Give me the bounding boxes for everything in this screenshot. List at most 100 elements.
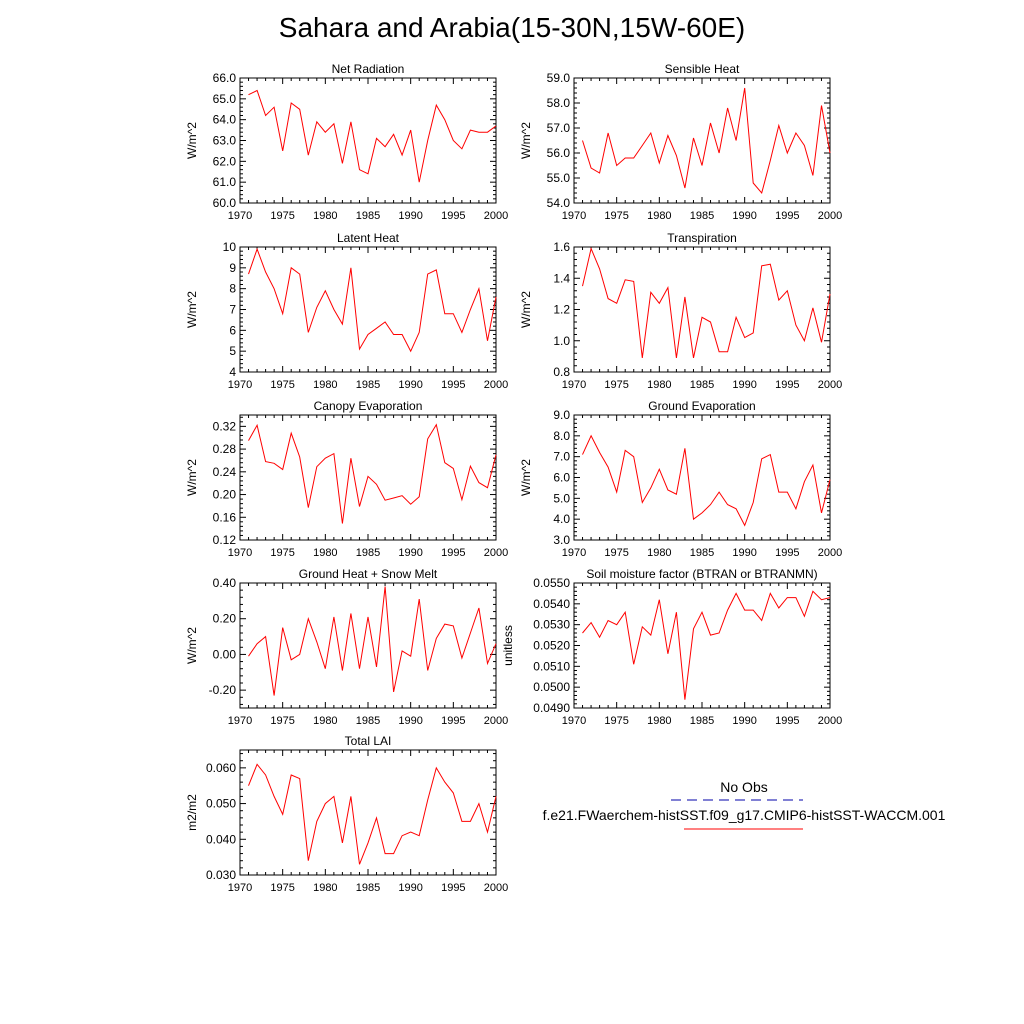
y-tick-label: 5.0 bbox=[553, 491, 570, 505]
series-line bbox=[248, 89, 497, 183]
panel-title: Net Radiation bbox=[332, 62, 405, 76]
panel-1: 1970 1975 1980 1985 1990 1995 2000 60.0 61.0 62.0… bbox=[185, 62, 508, 222]
y-tick-label: 8.0 bbox=[553, 429, 570, 443]
x-tick-label: 1985 bbox=[690, 547, 714, 559]
x-tick-label: 1990 bbox=[732, 715, 756, 727]
x-tick-label: 1975 bbox=[604, 715, 628, 727]
x-tick-label: 2000 bbox=[484, 379, 508, 391]
y-axis-label: W/m^2 bbox=[185, 122, 199, 159]
panel-9: 1970 1975 1980 1985 1990 1995 2000 0.030 0.040 0.… bbox=[185, 734, 508, 894]
x-tick-label: 1970 bbox=[228, 715, 252, 727]
y-tick-label: 7.0 bbox=[553, 450, 570, 464]
x-tick-label: 1990 bbox=[732, 547, 756, 559]
series-line bbox=[582, 246, 831, 359]
x-tick-label: 1975 bbox=[270, 547, 294, 559]
y-tick-label: 54.0 bbox=[547, 196, 571, 210]
panel-title: Ground Heat + Snow Melt bbox=[299, 567, 438, 581]
plot-frame bbox=[573, 414, 831, 541]
y-tick-label: 66.0 bbox=[213, 71, 237, 85]
plot-frame bbox=[239, 77, 497, 204]
y-tick-label: 0.0510 bbox=[533, 659, 570, 673]
y-axis-label: W/m^2 bbox=[519, 459, 533, 496]
y-axis-label: W/m^2 bbox=[185, 627, 199, 664]
y-tick-label: 59.0 bbox=[547, 71, 571, 85]
y-tick-label: 9 bbox=[229, 261, 236, 275]
x-tick-label: 1990 bbox=[398, 715, 422, 727]
series-line bbox=[582, 590, 831, 700]
y-tick-label: 0.28 bbox=[213, 442, 237, 456]
series-line bbox=[248, 423, 497, 524]
x-tick-label: 2000 bbox=[484, 715, 508, 727]
y-tick-label: 63.0 bbox=[213, 134, 237, 148]
y-tick-label: 4 bbox=[229, 365, 236, 379]
panel-6: 1970 1975 1980 1985 1990 1995 2000 3.0 4.0 5.0 6.0… bbox=[519, 399, 842, 559]
y-tick-label: 0.24 bbox=[213, 465, 237, 479]
x-tick-label: 1980 bbox=[647, 547, 671, 559]
x-tick-label: 1995 bbox=[441, 379, 465, 391]
x-tick-label: 1990 bbox=[732, 210, 756, 222]
panel-title: Sensible Heat bbox=[665, 62, 740, 76]
y-axis-label: W/m^2 bbox=[519, 291, 533, 328]
x-tick-label: 1985 bbox=[690, 715, 714, 727]
y-axis-label: W/m^2 bbox=[185, 291, 199, 328]
x-tick-label: 1975 bbox=[604, 547, 628, 559]
panel-title: Total LAI bbox=[345, 734, 392, 748]
x-tick-label: 1980 bbox=[647, 210, 671, 222]
y-tick-label: 10 bbox=[223, 240, 237, 254]
plot-frame bbox=[239, 582, 497, 709]
x-tick-label: 1990 bbox=[398, 882, 422, 894]
series-line bbox=[248, 763, 497, 865]
y-tick-label: 62.0 bbox=[213, 154, 237, 168]
panel-4: 1970 1975 1980 1985 1990 1995 2000 0.8 1.0 1.2 1.4… bbox=[519, 231, 842, 391]
x-tick-label: 2000 bbox=[484, 882, 508, 894]
x-tick-label: 1990 bbox=[398, 547, 422, 559]
y-tick-label: 0.0500 bbox=[533, 680, 570, 694]
series-line bbox=[582, 434, 831, 527]
series-line bbox=[582, 87, 831, 195]
y-tick-label: 6 bbox=[229, 323, 236, 337]
panel-7: 1970 1975 1980 1985 1990 1995 2000 -0.20 0.00 0.2… bbox=[185, 567, 508, 727]
y-tick-label: 0.0490 bbox=[533, 701, 570, 715]
y-tick-label: 8 bbox=[229, 282, 236, 296]
x-tick-label: 1995 bbox=[775, 210, 799, 222]
x-tick-label: 1975 bbox=[604, 379, 628, 391]
y-tick-label: 0.20 bbox=[213, 612, 237, 626]
y-tick-label: 64.0 bbox=[213, 113, 237, 127]
panel-title: Transpiration bbox=[667, 231, 737, 245]
x-tick-label: 1970 bbox=[562, 547, 586, 559]
x-tick-label: 1975 bbox=[270, 882, 294, 894]
legend-obs-label: No Obs bbox=[720, 779, 768, 795]
x-tick-label: 1985 bbox=[690, 210, 714, 222]
x-tick-label: 2000 bbox=[818, 379, 842, 391]
x-tick-label: 1970 bbox=[562, 379, 586, 391]
y-tick-label: 0.32 bbox=[213, 419, 237, 433]
x-tick-label: 1990 bbox=[398, 210, 422, 222]
panel-2: 1970 1975 1980 1985 1990 1995 2000 54.0 55.0 56.0… bbox=[519, 62, 842, 222]
x-tick-label: 2000 bbox=[484, 210, 508, 222]
x-tick-label: 1985 bbox=[356, 715, 380, 727]
x-tick-label: 1995 bbox=[775, 379, 799, 391]
legend-model-label: f.e21.FWaerchem-histSST.f09_g17.CMIP6-hi… bbox=[542, 807, 946, 823]
x-tick-label: 1970 bbox=[228, 882, 252, 894]
series-line bbox=[248, 247, 497, 353]
y-axis-label: W/m^2 bbox=[519, 122, 533, 159]
y-tick-label: 0.040 bbox=[206, 832, 236, 846]
x-tick-label: 1980 bbox=[313, 210, 337, 222]
y-tick-label: -0.20 bbox=[209, 683, 237, 697]
x-tick-label: 1995 bbox=[775, 547, 799, 559]
y-tick-label: 56.0 bbox=[547, 146, 571, 160]
x-tick-label: 1985 bbox=[690, 379, 714, 391]
panel-title: Canopy Evaporation bbox=[314, 399, 423, 413]
x-tick-label: 1975 bbox=[270, 715, 294, 727]
x-tick-label: 1970 bbox=[562, 715, 586, 727]
x-tick-label: 2000 bbox=[818, 210, 842, 222]
x-tick-label: 2000 bbox=[818, 547, 842, 559]
panel-3: 1970 1975 1980 1985 1990 1995 2000 4 5 6 7 8 9 10 Late… bbox=[185, 231, 508, 391]
x-tick-label: 1985 bbox=[356, 882, 380, 894]
x-tick-label: 1990 bbox=[398, 379, 422, 391]
y-tick-label: 0.050 bbox=[206, 797, 236, 811]
y-tick-label: 65.0 bbox=[213, 92, 237, 106]
y-tick-label: 6.0 bbox=[553, 471, 570, 485]
x-tick-label: 1980 bbox=[313, 379, 337, 391]
series-line bbox=[248, 586, 497, 696]
